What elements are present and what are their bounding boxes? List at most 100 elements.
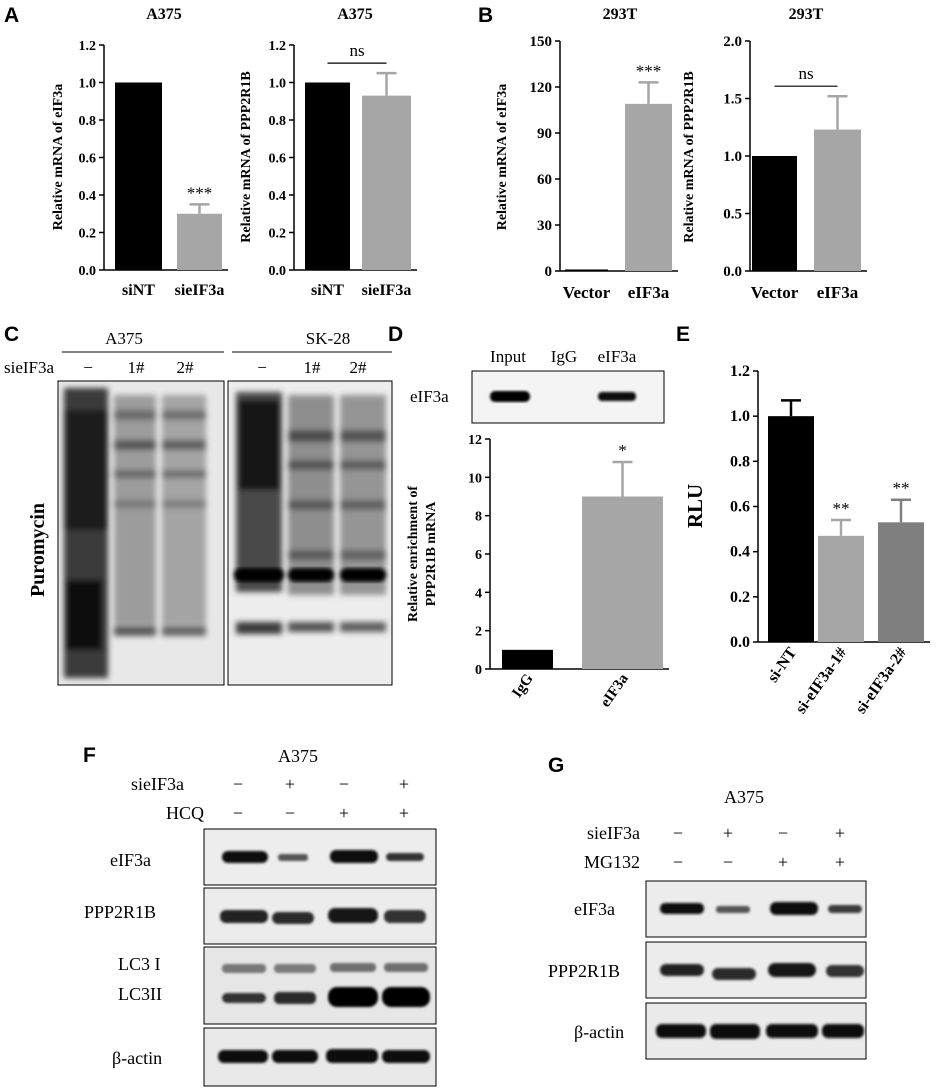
bar — [768, 416, 814, 642]
panel-label-e: E — [676, 323, 690, 346]
significance-label: ** — [893, 479, 910, 498]
blot-f-title: A375 — [278, 746, 318, 766]
blot-g-bands — [656, 902, 864, 1039]
y-axis-label: Relative mRNA of eIF3a — [495, 84, 510, 231]
chart-a-eif3a-a375: A375 Relative mRNA of eIF3a 0.0 0.2 0.4 0.6 0.… — [51, 6, 228, 299]
y-tick-label: 0.5 — [723, 207, 742, 223]
chart-title: 293T — [603, 6, 638, 23]
blot-d-lane-igg: IgG — [551, 347, 577, 366]
blot-d-row-label: eIF3a — [410, 387, 449, 406]
blot-g: A375 sieIF3a − + − + MG132 − − + + eIF3a… — [548, 787, 867, 1060]
x-tick-label: si-eIF3a-1# — [793, 645, 851, 717]
bar — [115, 82, 162, 270]
y-tick-label: 8 — [475, 510, 482, 525]
y-tick-label: 0.6 — [79, 152, 97, 167]
x-tick-label: Vector — [751, 283, 799, 302]
significance-label: *** — [187, 183, 213, 202]
blot-f-cond-1: sieIF3a — [131, 774, 184, 794]
blot-f-row-eif3a: eIF3a — [110, 850, 151, 870]
significance-label: ns — [798, 64, 813, 83]
blot-c-strong-band-sk28 — [234, 568, 386, 582]
x-tick-label: Vector — [563, 283, 611, 302]
blot-c-group-a375: A375 — [105, 329, 143, 348]
blot-g-sign-2-3: + — [778, 852, 788, 872]
blot-d: Input IgG eIF3a eIF3a — [410, 347, 665, 424]
y-tick-label: 10 — [468, 471, 482, 486]
chart-b-ppp2r1b-293t: 293T Relative mRNA of PPP2R1B 0.0 0.5 1.0 1.5… — [682, 6, 867, 302]
blot-f-bands — [218, 850, 430, 1063]
blot-g-sign-2-2: − — [723, 852, 733, 872]
y-tick-label: 6 — [475, 548, 482, 563]
panel-label-g: G — [548, 754, 564, 777]
blot-f: A375 sieIF3a − + − + HCQ − − + + eIF3a P… — [84, 746, 437, 1087]
y-tick-label: 0.2 — [79, 227, 97, 242]
blot-c-smear-sk28 — [236, 392, 386, 634]
y-axis-label-line: Relative enrichment of — [406, 486, 421, 622]
y-tick-label: 1.0 — [79, 77, 97, 92]
blot-g-row-eif3a: eIF3a — [574, 899, 615, 919]
y-tick-label: 0.0 — [723, 264, 742, 280]
chart-title: 293T — [789, 6, 824, 23]
y-tick-label: 0.8 — [269, 114, 287, 129]
y-tick-label: 1.2 — [269, 39, 287, 54]
blot-f-sign-1-2: + — [285, 774, 295, 794]
blot-g-sign-1-3: − — [778, 823, 788, 843]
y-axis-label-line: Relative mRNA of PPP2R1B — [682, 71, 697, 242]
significance-label: * — [618, 441, 627, 460]
y-tick-label: 0.4 — [269, 189, 287, 204]
chart-e-rlu: RLU 0.0 0.2 0.4 0.6 0.8 1.0 1.2 si-NTsi-eIF3a-1#… — [683, 363, 930, 717]
y-axis-label-line: Relative mRNA of eIF3a — [51, 84, 66, 231]
blot-c-lane-6: 2# — [350, 358, 368, 377]
y-axis-label: Relative mRNA of PPP2R1B — [239, 71, 254, 242]
y-tick-label: 0.2 — [269, 227, 287, 242]
blot-f-cond-2: HCQ — [166, 803, 204, 823]
bar — [565, 269, 608, 271]
y-tick-label: 1.5 — [723, 92, 742, 108]
y-axis-label-line: PPP2R1B mRNA — [424, 501, 439, 606]
bar — [818, 535, 864, 642]
blot-c-lane-2: 1# — [128, 358, 146, 377]
blot-c-side-label: Puromycin — [27, 503, 49, 597]
blot-g-sign-2-4: + — [835, 852, 845, 872]
chart-b-eif3a-293t: 293T Relative mRNA of eIF3a 0 30 60 90 120 150 V… — [495, 6, 678, 302]
y-tick-label: 0.8 — [730, 453, 750, 470]
y-tick-label: 2 — [475, 625, 482, 640]
significance-label: *** — [636, 61, 662, 80]
x-tick-label: eIF3a — [598, 671, 632, 711]
blot-f-row-ppp2r1b: PPP2R1B — [84, 902, 156, 922]
significance-label: ** — [833, 499, 850, 518]
blot-g-cond-1: sieIF3a — [587, 823, 640, 843]
y-tick-label: 120 — [530, 80, 553, 96]
chart-title: A375 — [146, 6, 182, 23]
y-tick-label: 0.2 — [730, 589, 750, 606]
bar — [362, 95, 411, 270]
x-tick-label: eIF3a — [817, 283, 859, 302]
blot-c-lane-5: 1# — [304, 358, 322, 377]
blot-d-lane-eif3a: eIF3a — [598, 347, 637, 366]
y-tick-label: 1.0 — [723, 149, 742, 165]
x-tick-label: IgG — [509, 671, 537, 701]
blot-g-sign-1-2: + — [723, 823, 733, 843]
blot-g-row-actin: β-actin — [574, 1022, 624, 1042]
y-axis-label: Relative enrichment of PPP2R1B mRNA — [406, 486, 439, 622]
bar — [177, 213, 222, 270]
blot-d-lane-input: Input — [490, 347, 526, 366]
blot-f-sign-1-1: − — [233, 774, 243, 794]
y-axis-label-line: RLU — [683, 484, 707, 528]
y-tick-label: 1.2 — [730, 363, 750, 380]
blot-f-row-lc3i: LC3 I — [118, 954, 161, 974]
chart-d-rip-enrichment: Relative enrichment of PPP2R1B mRNA 0 2 4 6 8 1… — [406, 433, 669, 710]
bar — [582, 496, 663, 669]
blot-f-sign-1-4: + — [399, 774, 409, 794]
blot-c-row-label: sieIF3a — [4, 358, 55, 377]
blot-f-membrane-lc3 — [203, 946, 437, 1025]
y-tick-label: 0.6 — [730, 499, 750, 516]
blot-f-sign-1-3: − — [339, 774, 349, 794]
y-tick-label: 0.6 — [269, 152, 287, 167]
blot-f-row-actin: β-actin — [112, 1048, 162, 1068]
blot-d-bands — [490, 391, 636, 402]
y-axis-label: Relative mRNA of PPP2R1B — [682, 71, 697, 242]
blot-g-sign-1-1: − — [673, 823, 683, 843]
x-tick-label: si-eIF3a-2# — [853, 645, 911, 717]
